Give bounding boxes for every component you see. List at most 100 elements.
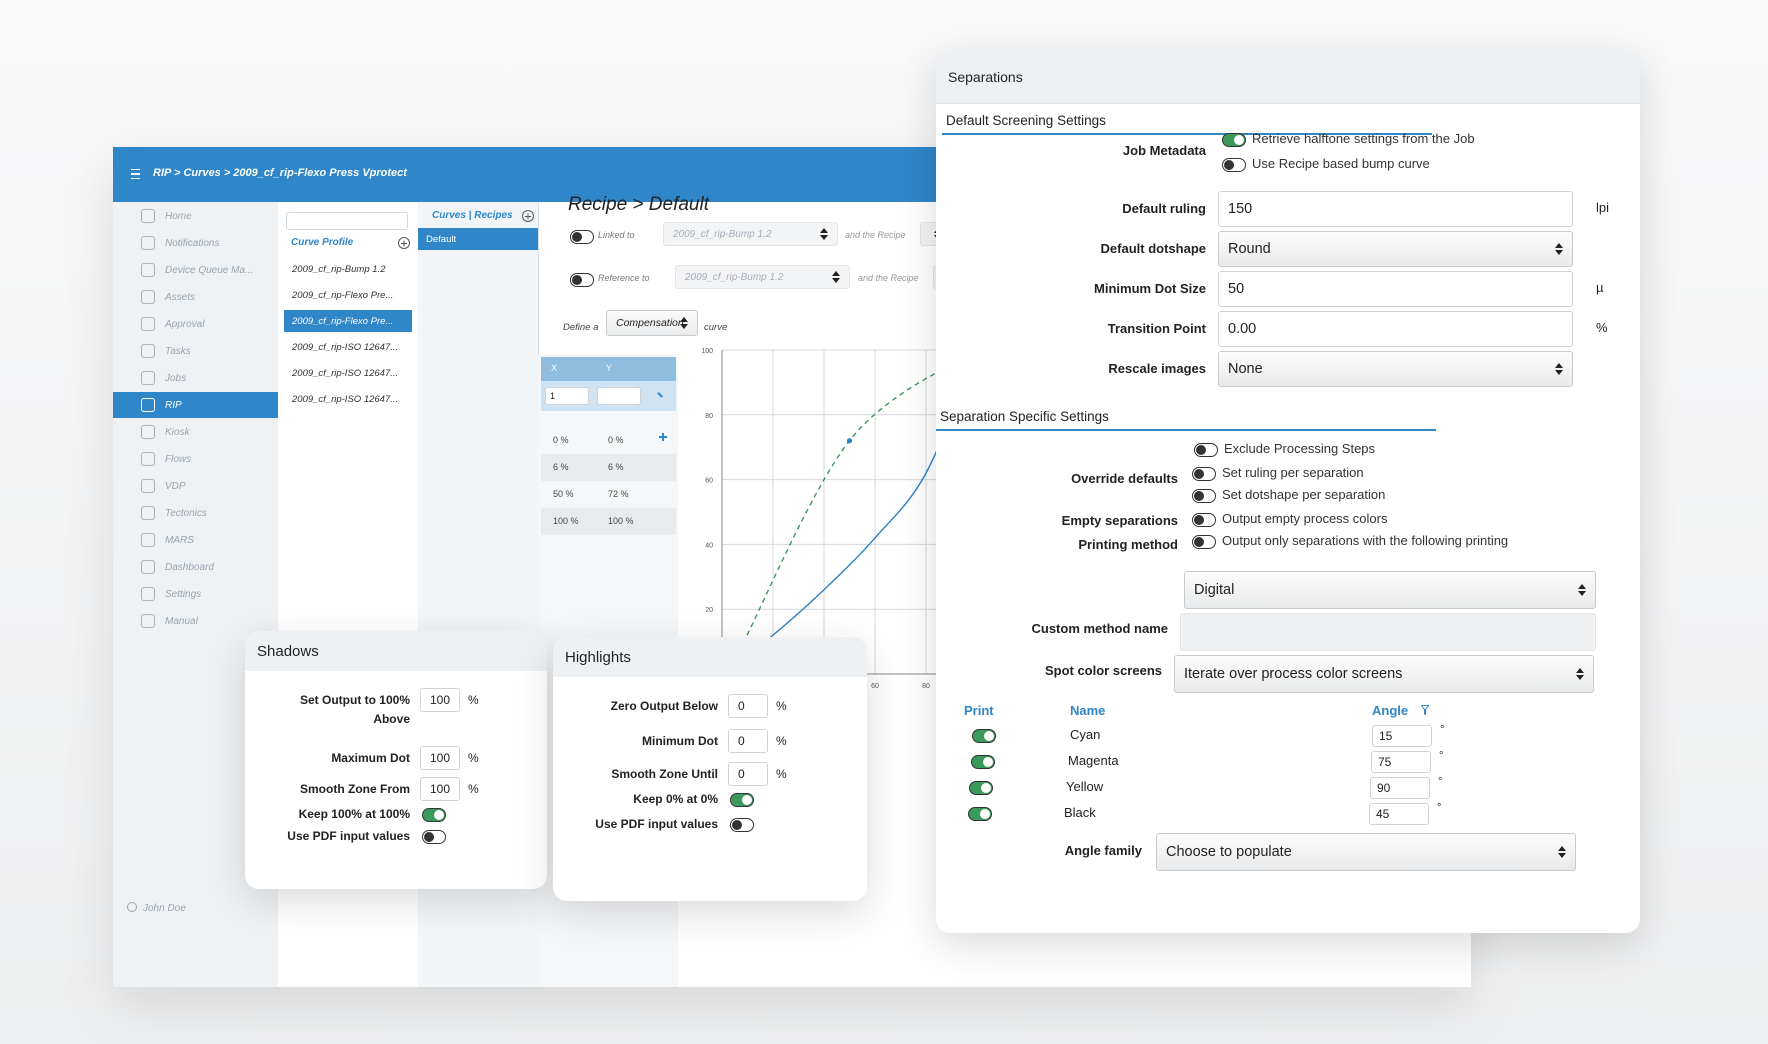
number-input[interactable]: 0 — [728, 694, 768, 718]
profile-item[interactable]: 2009_cf_rip-Flexo Pre... — [284, 310, 412, 332]
define-select[interactable]: Compensation — [606, 310, 698, 336]
toggle[interactable] — [730, 818, 754, 832]
toggle[interactable] — [969, 781, 993, 795]
sidebar-item[interactable]: Dashboard — [113, 554, 278, 580]
field-label: Zero Output Below — [610, 699, 718, 713]
sidebar-item[interactable]: Notifications — [113, 230, 278, 256]
number-input[interactable]: 100 — [420, 688, 460, 712]
number-input[interactable]: 0 — [728, 729, 768, 753]
recipe-select[interactable]: 2009_cf_rip-Bump 1.2 — [663, 222, 838, 246]
sidebar-icon — [141, 425, 155, 439]
sidebar-item[interactable]: Settings — [113, 581, 278, 607]
panel-title: Shadows — [257, 643, 319, 660]
field-label: Minimum Dot — [642, 734, 718, 748]
profile-item[interactable]: 2009_cf_rip-ISO 12647... — [292, 367, 399, 379]
field-input[interactable]: 150 — [1218, 191, 1573, 227]
field-input[interactable]: 50 — [1218, 271, 1573, 307]
sidebar-item[interactable]: Home — [113, 203, 278, 229]
sidebar-item[interactable]: VDP — [113, 473, 278, 499]
x-input[interactable]: 1 — [545, 387, 589, 405]
toggle[interactable] — [967, 807, 992, 821]
toggle[interactable] — [970, 755, 995, 769]
sidebar-item[interactable]: Flows — [113, 446, 278, 472]
sidebar-item[interactable]: Tasks — [113, 338, 278, 364]
custom-input[interactable] — [1180, 613, 1596, 651]
sidebar-label: RIP — [165, 399, 182, 411]
number-input[interactable]: 0 — [728, 762, 768, 786]
option-label: Output only separations with the followi… — [1222, 533, 1509, 548]
option-label: Set ruling per separation — [1222, 465, 1364, 480]
add-point[interactable] — [659, 433, 667, 441]
angle-input[interactable]: 15 — [1372, 725, 1432, 747]
number-input[interactable]: 100 — [420, 746, 460, 770]
toggle[interactable] — [422, 830, 446, 844]
profile-item[interactable]: 2009_cf_rip-Bump 1.2 — [292, 263, 386, 275]
toggle[interactable] — [1192, 489, 1216, 503]
y-input[interactable] — [597, 387, 641, 405]
field-unit: % — [776, 734, 787, 748]
sidebar-label: Manual — [165, 615, 198, 627]
toggle[interactable] — [1222, 158, 1246, 172]
profile-item[interactable]: 2009_cf_rip-Flexo Pre... — [292, 289, 394, 301]
option-label: Retrieve halftone settings from the Job — [1252, 131, 1475, 146]
define-label: Define a — [563, 322, 599, 333]
menu-icon[interactable] — [131, 169, 140, 179]
sidebar-item[interactable]: MARS — [113, 527, 278, 553]
angle-input-value: 45 — [1376, 807, 1390, 821]
add-profile[interactable] — [398, 237, 410, 249]
field-input[interactable]: 0.00 — [1218, 311, 1573, 347]
toggle[interactable] — [570, 230, 594, 244]
option-label: Output empty process colors — [1222, 511, 1388, 526]
toggle[interactable] — [1192, 535, 1216, 549]
recipe-select[interactable]: 2009_cf_rip-Bump 1.2 — [675, 265, 850, 289]
points-cell: 0 % — [553, 435, 569, 445]
angle-input-value: 90 — [1377, 781, 1391, 795]
y-tick-label: 40 — [705, 542, 713, 549]
sidebar-label: MARS — [165, 534, 194, 546]
toggle[interactable] — [1222, 133, 1246, 147]
field-label: Default dotshape — [1100, 241, 1206, 256]
toggle[interactable] — [570, 273, 594, 287]
sidebar-label: Home — [165, 210, 192, 222]
sidebar-item[interactable]: Jobs — [113, 365, 278, 391]
recipe-select-value: 2009_cf_rip-Bump 1.2 — [685, 271, 784, 283]
sidebar-item[interactable]: RIP — [113, 392, 278, 418]
points-row: 6 % 6 % — [541, 454, 676, 481]
section-rule — [942, 133, 1432, 135]
sidebar-item[interactable]: Manual — [113, 608, 278, 634]
recipe-item[interactable]: Default — [418, 228, 538, 250]
toggle[interactable] — [730, 793, 754, 807]
sidebar-item[interactable]: Device Queue Ma... — [113, 257, 278, 283]
profile-item[interactable]: 2009_cf_rip-ISO 12647... — [292, 393, 399, 405]
separation-name: Black — [1064, 805, 1096, 820]
sidebar-item[interactable]: Tectonics — [113, 500, 278, 526]
profile-search[interactable] — [286, 212, 408, 230]
toggle[interactable] — [1192, 513, 1216, 527]
sidebar-item[interactable]: Assets — [113, 284, 278, 310]
toggle[interactable] — [972, 729, 996, 743]
toggle[interactable] — [1192, 467, 1216, 481]
printing-select[interactable]: Digital — [1184, 571, 1596, 609]
angle-input[interactable]: 45 — [1369, 803, 1429, 825]
toggle[interactable] — [422, 808, 446, 822]
add-recipe[interactable] — [522, 210, 534, 222]
toggle[interactable] — [1194, 443, 1218, 457]
sidebar-item[interactable]: Kiosk — [113, 419, 278, 445]
user[interactable]: John Doe — [127, 902, 186, 914]
points-row: 50 % 72 % — [541, 481, 676, 508]
toggle-label: Use PDF input values — [595, 817, 718, 831]
curve-point — [846, 438, 853, 444]
field-input[interactable]: Round — [1218, 231, 1573, 267]
number-input[interactable]: 100 — [420, 777, 460, 801]
filter-icon[interactable] — [1421, 705, 1429, 715]
profile-item[interactable]: 2009_cf_rip-ISO 12647... — [292, 341, 399, 353]
spot-select[interactable]: Iterate over process color screens — [1174, 655, 1594, 693]
angle-input[interactable]: 75 — [1371, 751, 1431, 773]
angle-input[interactable]: 90 — [1370, 777, 1430, 799]
sidebar-icon — [141, 587, 155, 601]
field-input[interactable]: None — [1218, 351, 1573, 387]
sidebar-item[interactable]: Approval — [113, 311, 278, 337]
field-label: Smooth Zone From — [300, 782, 410, 796]
angle-family-select[interactable]: Choose to populate — [1156, 833, 1576, 871]
